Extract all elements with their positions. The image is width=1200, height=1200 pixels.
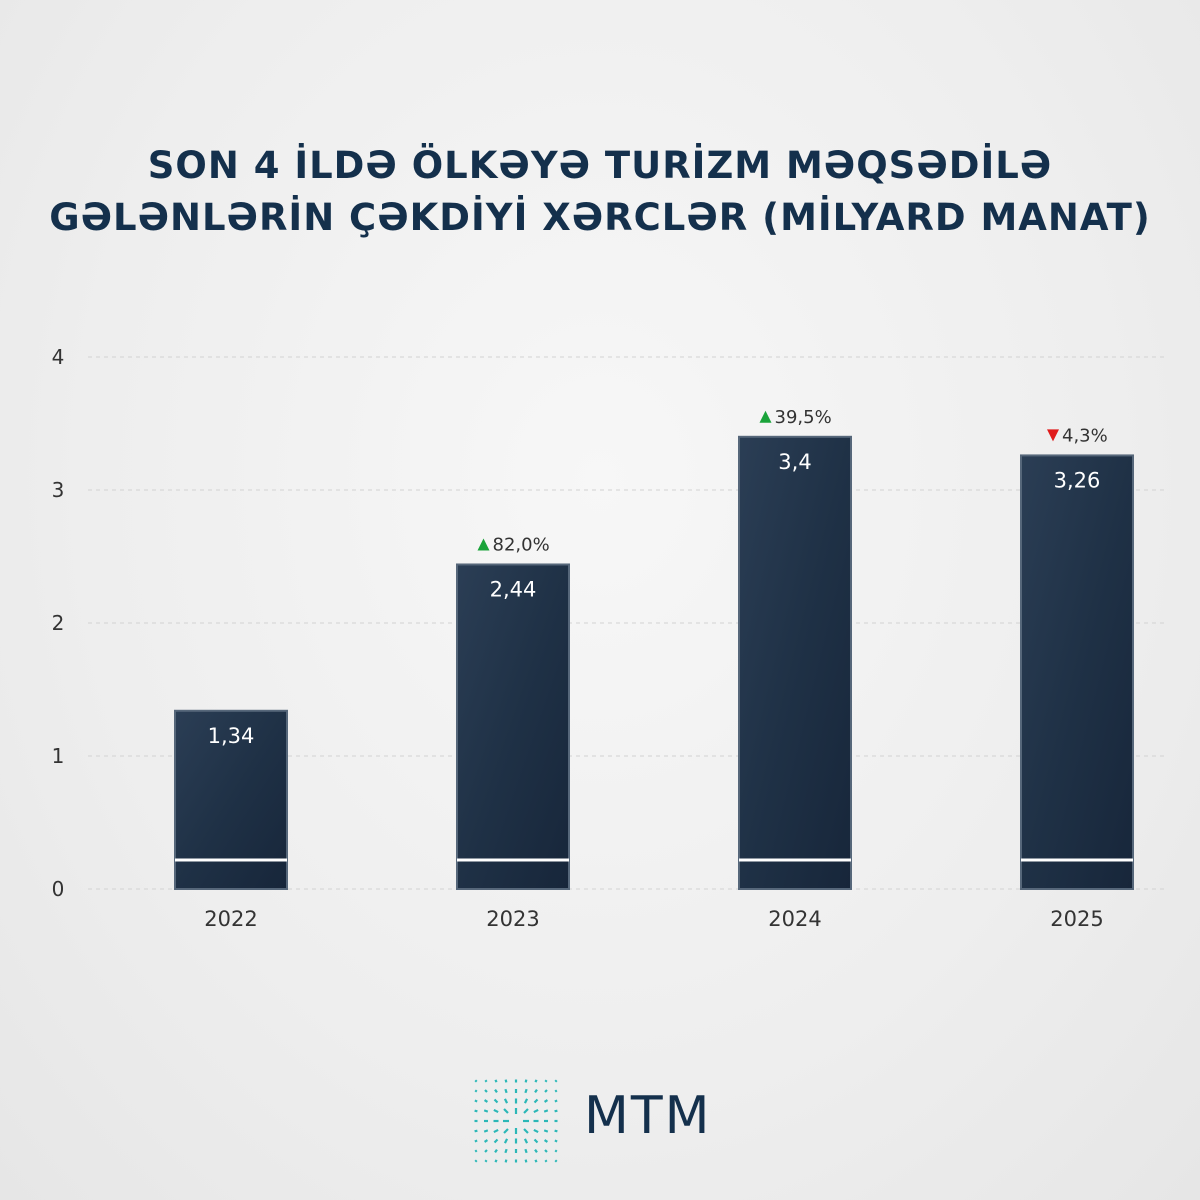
y-tick-label: 0 [52, 877, 65, 901]
x-tick-label: 2022 [204, 907, 257, 931]
logo-dash [534, 1079, 538, 1083]
chart-title: SON 4 İLDƏ ÖLKƏYƏ TURİZM MƏQSƏDİLƏ GƏLƏN… [0, 140, 1200, 244]
logo-dash [474, 1159, 478, 1163]
logo-dash [483, 1129, 489, 1133]
logo-dash [494, 1079, 498, 1083]
logo-dash [494, 1148, 498, 1154]
y-tick-label: 4 [52, 345, 65, 369]
chart-title-line-2: GƏLƏNLƏRİN ÇƏKDİYİ XƏRCLƏR (MİLYARD MANA… [49, 196, 1151, 239]
logo-dash [474, 1109, 478, 1113]
logo-dash [484, 1159, 488, 1163]
logo-dash [484, 1089, 488, 1093]
logo-dash [494, 1159, 498, 1163]
logo-dash [474, 1089, 478, 1093]
mtm-logo: MTM [468, 1072, 732, 1170]
logo-dash [524, 1079, 528, 1083]
y-tick-label: 2 [52, 611, 65, 635]
logo-dash [474, 1149, 478, 1153]
logo-dash [524, 1159, 528, 1163]
bar-group: 3,4 39,5% [738, 407, 852, 890]
logo-dash [534, 1148, 538, 1154]
logo-dash [494, 1088, 498, 1094]
mtm-logo-text: MTM [584, 1086, 712, 1146]
logo-dash [503, 1108, 509, 1114]
logo-dash [554, 1109, 558, 1113]
logo-dash [503, 1098, 509, 1104]
logo-dash [543, 1129, 549, 1133]
logo-dash [483, 1109, 489, 1113]
logo-dash [524, 1088, 528, 1094]
logo-dash [493, 1128, 499, 1134]
logo-dash [484, 1079, 488, 1083]
logo-dash [533, 1128, 539, 1134]
bar [456, 563, 570, 890]
logo-dash [554, 1099, 558, 1103]
logo-dash [544, 1159, 548, 1163]
logo-dash [554, 1149, 558, 1153]
logo-dash [483, 1139, 489, 1143]
bar-value-label: 3,4 [778, 450, 811, 474]
logo-dash [523, 1108, 529, 1114]
bar [1020, 454, 1134, 890]
logo-dash [484, 1149, 488, 1153]
logo-dash [504, 1148, 508, 1154]
down-arrow-icon [1047, 429, 1059, 442]
logo-dash [523, 1138, 529, 1144]
mtm-logo-icon [474, 1079, 558, 1163]
logo-dash [524, 1148, 528, 1154]
x-tick-label: 2024 [768, 907, 821, 931]
bar-group: 1,34 [174, 709, 288, 891]
y-tick-label: 3 [52, 478, 65, 502]
logo-dash [483, 1099, 489, 1103]
logo-dash [554, 1089, 558, 1093]
y-tick-label: 1 [52, 744, 65, 768]
logo-dash [504, 1159, 508, 1163]
logo-dash [554, 1079, 558, 1083]
logo-dash [533, 1138, 539, 1144]
logo-dash [544, 1149, 548, 1153]
up-arrow-icon [477, 538, 490, 551]
logo-dash [474, 1079, 478, 1083]
logo-dash [533, 1098, 539, 1104]
logo-dash [554, 1129, 558, 1133]
logo-dash [534, 1088, 538, 1094]
logo-dash [523, 1098, 529, 1104]
logo-dash [554, 1159, 558, 1163]
logo-dash [543, 1139, 549, 1143]
logo-dash [493, 1138, 499, 1144]
change-label: 82,0% [493, 534, 550, 555]
chart-title-line-1: SON 4 İLDƏ ÖLKƏYƏ TURİZM MƏQSƏDİLƏ [147, 144, 1053, 187]
logo-dash [503, 1128, 509, 1134]
logo-dash [503, 1138, 509, 1144]
logo-dash [474, 1129, 478, 1133]
logo-dash [474, 1099, 478, 1103]
bar-value-label: 2,44 [490, 577, 537, 601]
logo-dash [544, 1089, 548, 1093]
x-tick-label: 2023 [486, 907, 539, 931]
logo-dash [533, 1108, 539, 1114]
logo-dash [523, 1128, 529, 1134]
logo-dash [543, 1099, 549, 1103]
logo-dash [504, 1088, 508, 1094]
logo-dash [493, 1098, 499, 1104]
logo-dash [504, 1079, 508, 1083]
logo-dash [534, 1159, 538, 1163]
bar-value-label: 3,26 [1054, 468, 1101, 492]
logo-dash [543, 1109, 549, 1113]
x-tick-label: 2025 [1050, 907, 1103, 931]
up-arrow-icon [759, 410, 772, 423]
bar-group: 2,44 82,0% [456, 534, 570, 890]
bar [738, 435, 852, 890]
bar-group: 3,26 4,3% [1020, 425, 1134, 890]
change-label: 4,3% [1062, 425, 1108, 446]
change-label: 39,5% [775, 407, 832, 428]
logo-dash [544, 1079, 548, 1083]
bar-value-label: 1,34 [208, 724, 255, 748]
logo-dash [493, 1108, 499, 1114]
logo-dash [474, 1139, 478, 1143]
logo-dash [554, 1139, 558, 1143]
